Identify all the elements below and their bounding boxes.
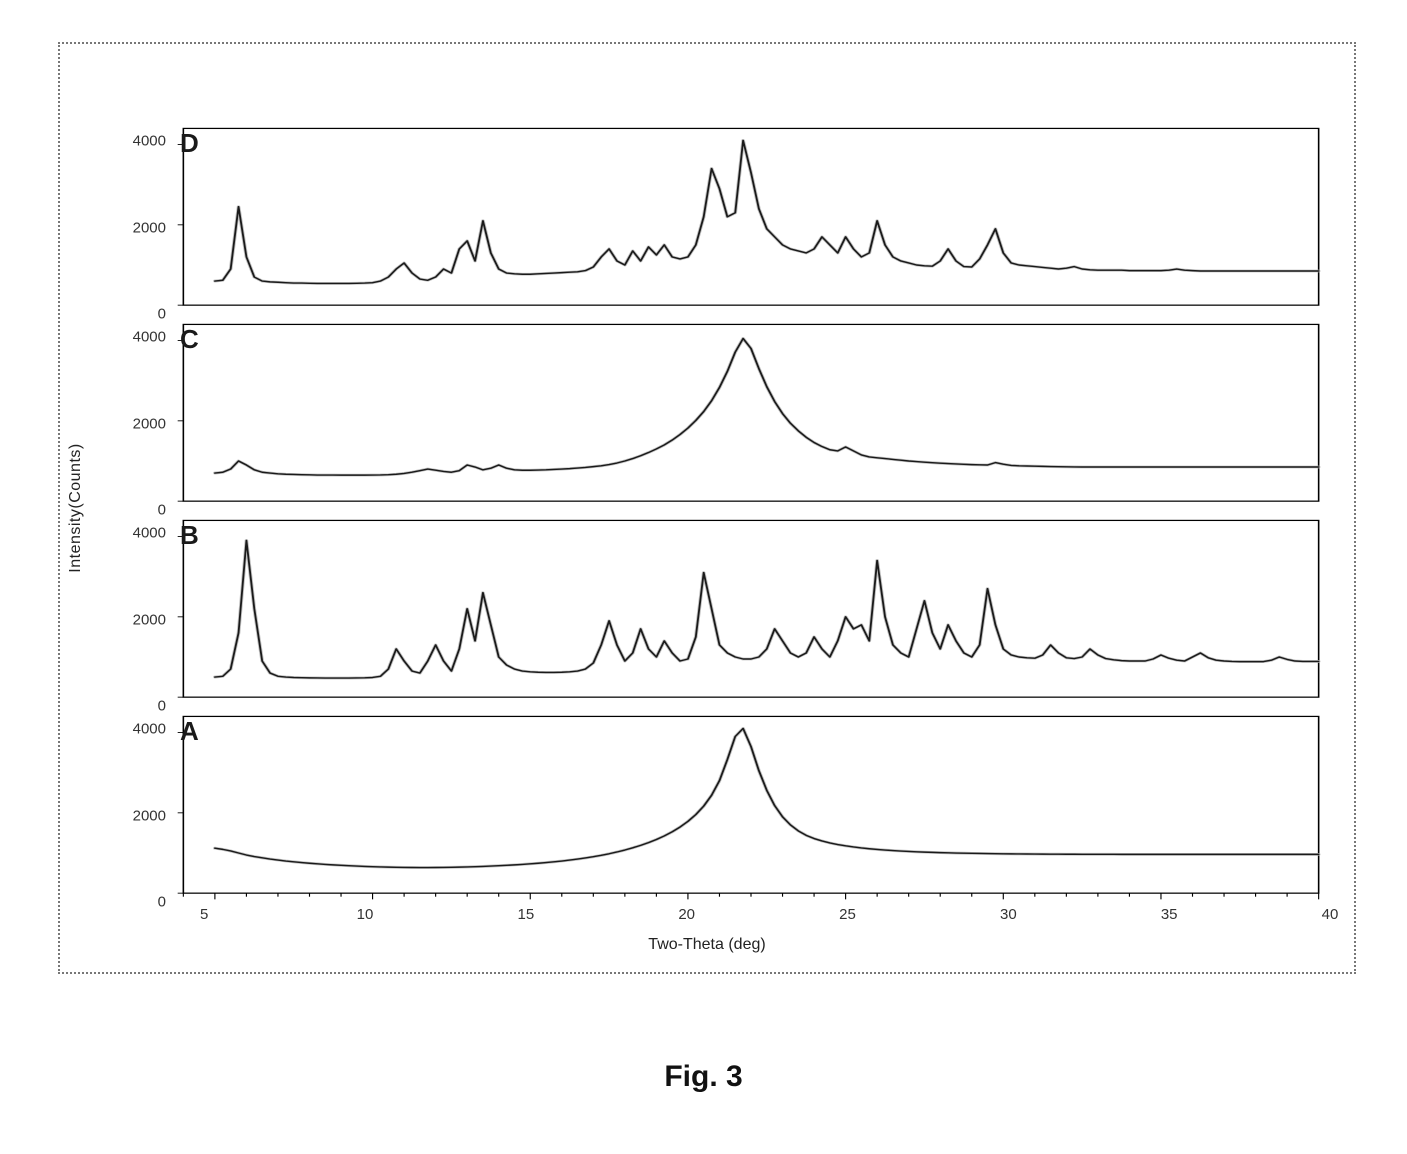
y-tick-label: 2000: [133, 807, 166, 824]
y-tick-label: 4000: [133, 329, 166, 346]
y-tick-label: 4000: [133, 721, 166, 738]
x-tick-label: 10: [357, 906, 374, 923]
figure-inner: Intensity(Counts) D020004000C020004000B0…: [80, 64, 1334, 952]
panel-letter: A: [180, 716, 199, 747]
x-axis-label: Two-Theta (deg): [648, 936, 765, 954]
panel-letter: C: [180, 324, 199, 355]
x-tick-label: 5: [200, 906, 208, 923]
panel-A: A020004000510152025303540: [172, 712, 1330, 902]
y-tick-label: 2000: [133, 219, 166, 236]
panel-B: B020004000: [172, 516, 1330, 706]
x-tick-label: 20: [678, 906, 695, 923]
y-tick-label: 0: [158, 306, 166, 323]
y-tick-label: 0: [158, 894, 166, 911]
page: Intensity(Counts) D020004000C020004000B0…: [0, 0, 1407, 1154]
panel-C: C020004000: [172, 320, 1330, 510]
figure-caption: Fig. 3: [664, 1060, 742, 1094]
y-tick-label: 4000: [133, 133, 166, 150]
x-tick-label: 35: [1161, 906, 1178, 923]
y-tick-label: 4000: [133, 525, 166, 542]
panel-stack: D020004000C020004000B020004000A020004000…: [172, 124, 1330, 902]
x-tick-label: 30: [1000, 906, 1017, 923]
panel-svg: [172, 712, 1330, 902]
y-tick-label: 2000: [133, 415, 166, 432]
x-tick-label: 15: [517, 906, 534, 923]
x-tick-label: 25: [839, 906, 856, 923]
figure-frame: Intensity(Counts) D020004000C020004000B0…: [58, 42, 1356, 974]
y-axis-label: Intensity(Counts): [67, 443, 85, 572]
panel-letter: B: [180, 520, 199, 551]
panel-svg: [172, 124, 1330, 314]
x-tick-label: 40: [1322, 906, 1339, 923]
y-tick-label: 2000: [133, 611, 166, 628]
y-tick-label: 0: [158, 502, 166, 519]
panel-D: D020004000: [172, 124, 1330, 314]
panel-letter: D: [180, 128, 199, 159]
y-tick-label: 0: [158, 698, 166, 715]
panel-svg: [172, 516, 1330, 706]
panel-svg: [172, 320, 1330, 510]
